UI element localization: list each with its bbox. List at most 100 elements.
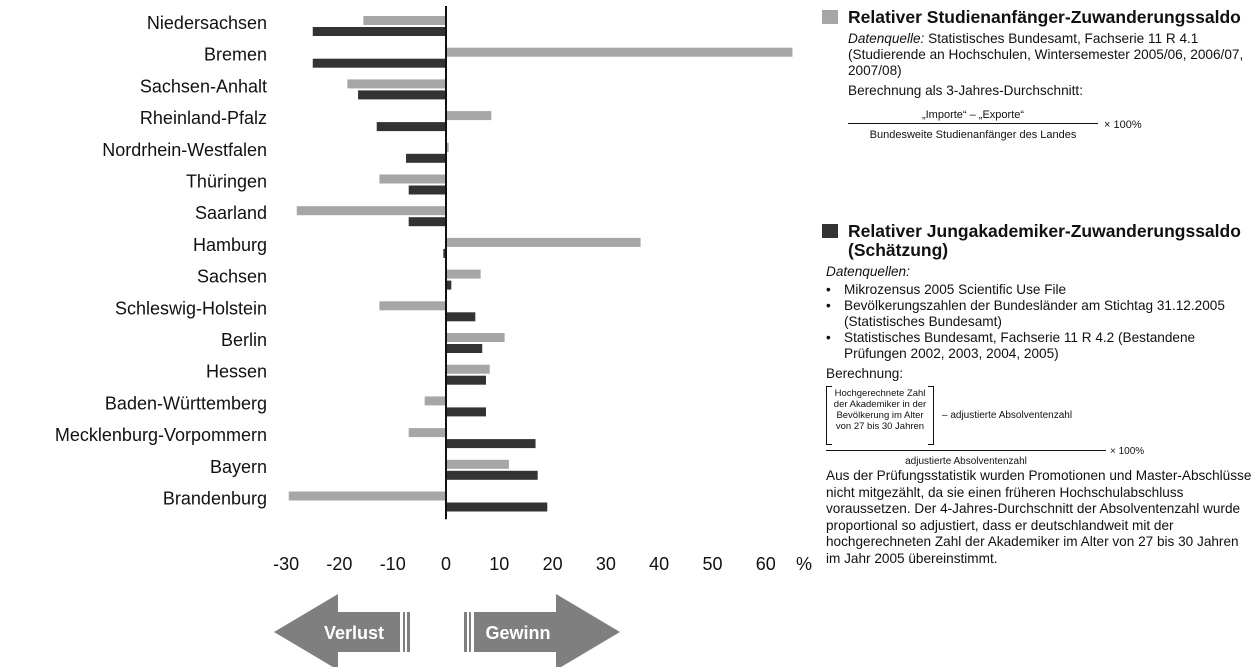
formula-factor: × 100% — [1110, 446, 1145, 457]
formula-jungakademiker: Hochgerechnete Zahl der Akademiker in de… — [826, 386, 1254, 467]
bar-studienanfaenger — [424, 396, 446, 406]
bar-jungakademiker — [408, 217, 446, 227]
bar-studienanfaenger — [446, 237, 641, 247]
bar-jungakademiker — [358, 90, 446, 100]
legend-title-studienanfaenger: Relativer Studienanfänger-Zuwanderungssa… — [848, 7, 1241, 27]
berechnung-3-jahres: Berechnung als 3-Jahres-Durchschnitt: — [848, 83, 1083, 98]
bar-jungakademiker — [443, 248, 446, 258]
category-label: Thüringen — [186, 172, 267, 192]
bar-jungakademiker — [446, 407, 486, 417]
bracket-text: Hochgerechnete Zahl der Akademiker in de… — [833, 388, 927, 432]
gewinn-arrow — [464, 594, 620, 667]
bracket-edge — [928, 444, 934, 445]
gewinn-label: Gewinn — [485, 623, 550, 643]
category-label: Brandenburg — [163, 489, 267, 509]
bar-studienanfaenger — [446, 142, 449, 152]
bracket-edge — [826, 386, 832, 387]
bar-chart: Niedersachsen Bremen Sachsen-Anhalt Rheinla… — [55, 6, 812, 667]
legend-jungakademiker: Relativer Jungakademiker-Zuwanderungssal… — [822, 222, 1254, 567]
list-item: Mikrozensus 2005 Scientific Use File — [826, 282, 1254, 298]
bar-studienanfaenger — [446, 47, 793, 57]
category-label: Bayern — [210, 457, 267, 477]
bar-jungakademiker — [446, 280, 452, 290]
bar-jungakademiker — [446, 502, 548, 512]
bar-jungakademiker — [408, 185, 446, 195]
arrow-stripe — [405, 612, 407, 652]
legend-studienanfaenger: Relativer Studienanfänger-Zuwanderungssa… — [822, 8, 1254, 145]
category-label: Nordrhein-Westfalen — [102, 140, 267, 160]
fraction-line — [826, 450, 1106, 451]
x-tick-label: -30 — [273, 554, 299, 574]
category-label: Saarland — [195, 203, 267, 223]
datenquellen-list: Mikrozensus 2005 Scientific Use File Bev… — [826, 282, 1254, 362]
bar-studienanfaenger — [347, 79, 446, 89]
category-label: Mecklenburg-Vorpommern — [55, 425, 267, 445]
fraction-line — [848, 123, 1098, 124]
formula-numerator: „Importe“ – „Exporte“ — [921, 109, 1025, 121]
formula-studienanfaenger: „Importe“ – „Exporte“ Bundesweite Studie… — [848, 105, 1254, 145]
bar-studienanfaenger — [408, 428, 446, 438]
bar-studienanfaenger — [296, 206, 446, 216]
x-tick-label: -10 — [380, 554, 406, 574]
category-label: Sachsen-Anhalt — [140, 76, 267, 96]
legend-title-jungakademiker: Relativer Jungakademiker-Zuwanderungssal… — [848, 221, 1241, 260]
bar-studienanfaenger — [446, 269, 481, 279]
bracket-edge — [826, 444, 832, 445]
verlust-arrow — [274, 594, 410, 667]
datenquelle: Datenquelle: Statistisches Bundesamt, Fa… — [848, 31, 1254, 79]
bar-jungakademiker — [376, 122, 446, 132]
bar-jungakademiker — [446, 470, 538, 480]
arrow-stripe — [400, 612, 403, 652]
verlust-label: Verlust — [324, 623, 384, 643]
x-tick-label: 40 — [649, 554, 669, 574]
category-label: Rheinland-Pfalz — [140, 108, 267, 128]
legend-swatch-dark — [822, 224, 838, 238]
category-label: Hessen — [206, 362, 267, 382]
bar-jungakademiker — [446, 375, 486, 385]
bar-jungakademiker — [406, 153, 446, 163]
bar-studienanfaenger — [446, 111, 492, 121]
bar-studienanfaenger — [379, 301, 446, 311]
datenquellen-label: Datenquellen: — [826, 264, 1254, 280]
formula-denominator: Bundesweite Studienanfänger des Landes — [869, 129, 1077, 141]
bar-jungakademiker — [446, 344, 483, 353]
footnote: Aus der Prüfungsstatistik wurden Promoti… — [826, 468, 1252, 566]
bar-jungakademiker — [312, 27, 446, 36]
x-tick-label: 60 — [756, 554, 776, 574]
arrow-stripe — [467, 612, 469, 652]
bar-studienanfaenger — [446, 364, 490, 374]
list-item: Bevölkerungszahlen der Bundesländer am S… — [826, 298, 1254, 330]
x-unit-label: % — [796, 554, 812, 574]
category-label: Sachsen — [197, 267, 267, 287]
berechnung-label: Berechnung: — [826, 366, 904, 381]
bar-studienanfaenger — [446, 333, 505, 342]
x-tick-label: -20 — [326, 554, 352, 574]
datenquelle-text: Statistisches Bundesamt, Fachserie 11 R … — [848, 31, 1244, 78]
bar-jungakademiker — [446, 439, 536, 449]
bar-studienanfaenger — [379, 174, 446, 184]
legend-swatch-light — [822, 10, 838, 24]
datenquelle-label: Datenquelle: — [848, 31, 925, 46]
x-tick-label: 30 — [596, 554, 616, 574]
arrow-stripe — [471, 612, 474, 652]
minus-term: – adjustierte Absolventenzahl — [942, 410, 1073, 421]
x-tick-label: 10 — [489, 554, 509, 574]
x-tick-label: 50 — [702, 554, 722, 574]
bar-studienanfaenger — [446, 459, 509, 469]
category-label: Schleswig-Holstein — [115, 298, 267, 318]
bracket — [826, 386, 934, 444]
bar-jungakademiker — [312, 58, 446, 68]
formula-factor: × 100% — [1104, 119, 1142, 131]
category-label: Bremen — [204, 45, 267, 65]
x-tick-label: 20 — [543, 554, 563, 574]
category-label: Baden-Württemberg — [105, 393, 267, 413]
category-label: Berlin — [221, 330, 267, 350]
bar-studienanfaenger — [288, 491, 446, 501]
datenquellen-label-text: Datenquellen: — [826, 264, 910, 279]
bracket-edge — [928, 386, 934, 387]
list-item: Statistisches Bundesamt, Fachserie 11 R … — [826, 330, 1254, 362]
bar-studienanfaenger — [363, 16, 446, 25]
category-label: Hamburg — [193, 235, 267, 255]
x-tick-label: 0 — [441, 554, 451, 574]
bar-jungakademiker — [446, 312, 476, 322]
